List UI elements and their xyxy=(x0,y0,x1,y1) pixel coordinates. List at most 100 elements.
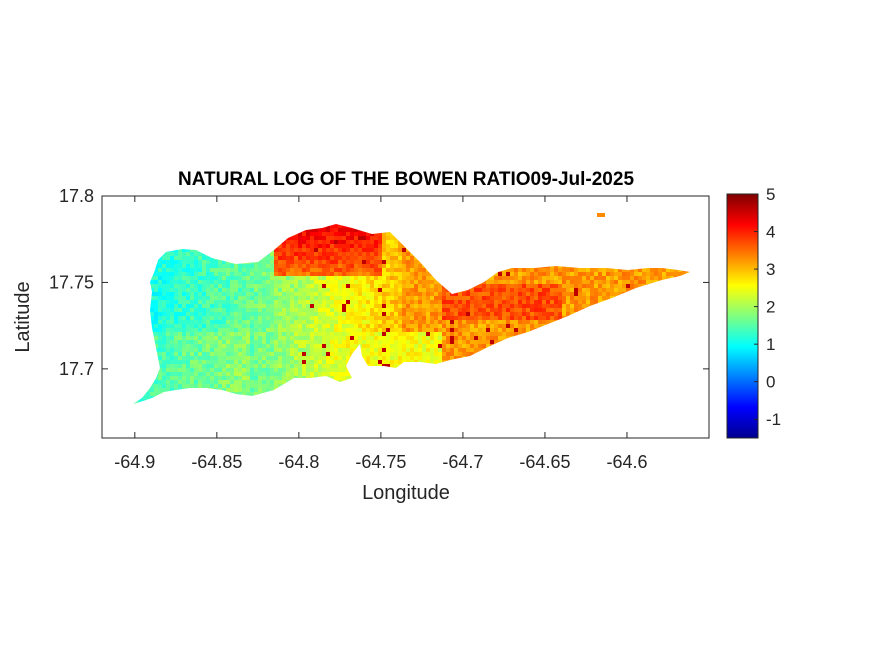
heatmap-cell xyxy=(266,284,270,288)
heatmap-cell xyxy=(578,280,582,284)
heatmap-cell xyxy=(286,240,290,244)
heatmap-cell xyxy=(586,280,590,284)
heatmap-cell xyxy=(218,300,222,304)
heatmap-cell xyxy=(370,232,374,236)
heatmap-cell xyxy=(274,336,278,340)
heatmap-cell xyxy=(386,240,390,244)
heatmap-cell xyxy=(630,280,634,284)
heatmap-cell xyxy=(278,304,282,308)
heatmap-cell xyxy=(362,260,366,264)
heatmap-cell xyxy=(190,256,194,260)
heatmap-cell xyxy=(310,300,314,304)
heatmap-cell xyxy=(398,348,402,352)
heatmap-cell xyxy=(178,288,182,292)
heatmap-cell xyxy=(506,308,510,312)
heatmap-cell xyxy=(202,320,206,324)
heatmap-cell xyxy=(530,328,534,332)
heatmap-cell xyxy=(166,308,170,312)
heatmap-cell xyxy=(366,240,370,244)
heatmap-cell xyxy=(250,340,254,344)
heatmap-cell xyxy=(370,308,374,312)
heatmap-cell xyxy=(410,264,414,268)
heatmap-cell xyxy=(346,264,350,268)
heatmap-cell xyxy=(238,312,242,316)
heatmap-cell xyxy=(386,312,390,316)
heatmap-cell xyxy=(422,340,426,344)
heatmap-cell xyxy=(354,320,358,324)
heatmap-cell xyxy=(250,328,254,332)
heatmap-cell xyxy=(182,332,186,336)
heatmap-cell xyxy=(534,292,538,296)
heatmap-cell xyxy=(398,324,402,328)
heatmap-cell xyxy=(274,260,278,264)
heatmap-cell xyxy=(218,352,222,356)
heatmap-cell xyxy=(370,284,374,288)
heatmap-cell xyxy=(218,284,222,288)
heatmap-cell xyxy=(270,340,274,344)
heatmap-cell xyxy=(250,296,254,300)
heatmap-cell xyxy=(426,332,430,336)
heatmap-cell xyxy=(334,264,338,268)
heatmap-cell xyxy=(594,300,598,304)
heatmap-cell xyxy=(338,228,342,232)
heatmap-cell xyxy=(470,352,474,356)
heatmap-cell xyxy=(422,312,426,316)
heatmap-cell xyxy=(402,332,406,336)
heatmap-cell xyxy=(394,240,398,244)
heatmap-cell xyxy=(290,328,294,332)
heatmap-cell xyxy=(626,268,630,272)
heatmap-cell xyxy=(214,280,218,284)
heatmap-cell xyxy=(170,360,174,364)
heatmap-cell xyxy=(486,316,490,320)
heatmap-cell xyxy=(606,292,610,296)
heatmap-cell xyxy=(366,248,370,252)
heatmap-cell xyxy=(382,284,386,288)
heatmap-cell xyxy=(310,228,314,232)
heatmap-cell xyxy=(258,268,262,272)
heatmap-cell xyxy=(530,324,534,328)
heatmap-cell xyxy=(258,320,262,324)
heatmap-cell xyxy=(186,284,190,288)
heatmap-cell xyxy=(322,260,326,264)
heatmap-cell xyxy=(274,332,278,336)
heatmap-cell xyxy=(586,272,590,276)
heatmap-cell xyxy=(158,260,162,264)
heatmap-cell xyxy=(418,264,422,268)
heatmap-cell xyxy=(170,300,174,304)
heatmap-cell xyxy=(594,268,598,272)
heatmap-cell xyxy=(262,280,266,284)
heatmap-cell xyxy=(282,304,286,308)
heatmap-cell xyxy=(550,312,554,316)
heatmap-cell xyxy=(486,332,490,336)
heatmap-cell xyxy=(274,320,278,324)
heatmap-cell xyxy=(238,324,242,328)
heatmap-cell xyxy=(290,336,294,340)
heatmap-cell xyxy=(182,312,186,316)
heatmap-cell xyxy=(622,280,626,284)
heatmap-cell xyxy=(222,312,226,316)
heatmap-cell xyxy=(358,232,362,236)
heatmap-cell xyxy=(254,272,258,276)
heatmap-cell xyxy=(294,276,298,280)
heatmap-cell xyxy=(238,316,242,320)
heatmap-cell xyxy=(318,332,322,336)
heatmap-cell xyxy=(418,292,422,296)
heatmap-cell xyxy=(318,324,322,328)
heatmap-cell xyxy=(190,268,194,272)
heatmap-cell xyxy=(266,256,270,260)
heatmap-cell xyxy=(226,324,230,328)
heatmap-cell xyxy=(306,228,310,232)
heatmap-cell xyxy=(250,316,254,320)
heatmap-cell xyxy=(186,324,190,328)
heatmap-cell xyxy=(518,308,522,312)
heatmap-cell xyxy=(326,352,330,356)
heatmap-cell xyxy=(542,276,546,280)
heatmap-cell xyxy=(158,336,162,340)
heatmap-cell xyxy=(190,328,194,332)
heatmap-cell xyxy=(298,316,302,320)
heatmap-cell xyxy=(362,280,366,284)
heatmap-cell xyxy=(398,272,402,276)
heatmap-cell xyxy=(426,312,430,316)
heatmap-cell xyxy=(354,264,358,268)
heatmap-cell xyxy=(338,232,342,236)
